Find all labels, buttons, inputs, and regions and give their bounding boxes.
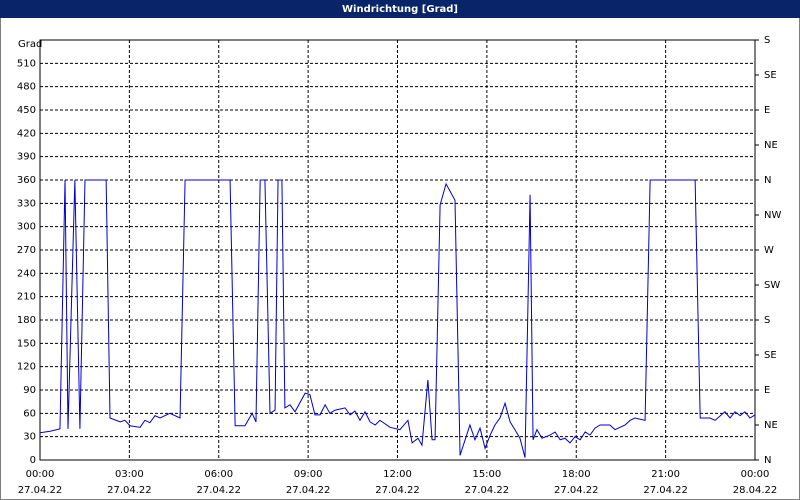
y-tick-label: 420 — [17, 128, 36, 139]
data-line — [39, 179, 756, 458]
y-tick-label: 300 — [17, 222, 36, 233]
x-tick-date: 27.04.22 — [107, 485, 152, 496]
y2-tick-label: S — [764, 35, 770, 46]
chart-title: Windrichtung [Grad] — [342, 4, 458, 15]
y2-tick-label: E — [764, 385, 770, 396]
y2-tick-label: NE — [764, 420, 778, 431]
y-tick-label: 0 — [30, 455, 36, 466]
y-tick-label: 510 — [17, 58, 36, 69]
x-tick-date: 27.04.22 — [554, 485, 599, 496]
y2-tick-label: SE — [764, 70, 777, 81]
y-tick-label: 90 — [23, 385, 36, 396]
y-tick-label: 120 — [17, 362, 36, 373]
y-tick-label: 330 — [17, 198, 36, 209]
y-axis-label: Grad — [18, 39, 42, 50]
y-tick-label: 30 — [23, 432, 36, 443]
x-tick-label: 15:00 — [472, 469, 501, 480]
y2-tick-label: S — [764, 315, 770, 326]
x-tick-date: 27.04.22 — [643, 485, 688, 496]
x-tick-label: 00:00 — [741, 469, 770, 480]
x-tick-date: 27.04.22 — [286, 485, 331, 496]
x-tick-date: 28.04.22 — [733, 485, 778, 496]
x-tick-label: 06:00 — [204, 469, 233, 480]
y2-tick-label: N — [764, 175, 771, 186]
y2-tick-label: W — [764, 245, 774, 256]
x-tick-date: 27.04.22 — [18, 485, 63, 496]
y-tick-label: 390 — [17, 152, 36, 163]
y-tick-label: 270 — [17, 245, 36, 256]
y-tick-label: 480 — [17, 82, 36, 93]
y2-tick-label: NW — [764, 210, 781, 221]
y2-tick-label: SW — [764, 280, 780, 291]
x-tick-date: 27.04.22 — [465, 485, 510, 496]
y-tick-label: 60 — [23, 408, 36, 419]
y2-tick-label: N — [764, 455, 771, 466]
y-tick-label: 450 — [17, 105, 36, 116]
x-tick-label: 12:00 — [383, 469, 412, 480]
y-tick-label: 360 — [17, 175, 36, 186]
y-tick-label: 180 — [17, 315, 36, 326]
x-tick-label: 03:00 — [115, 469, 144, 480]
y-tick-label: 240 — [17, 268, 36, 279]
x-tick-date: 27.04.22 — [196, 485, 241, 496]
y-tick-label: 210 — [17, 292, 36, 303]
x-tick-label: 18:00 — [562, 469, 591, 480]
y2-tick-label: NE — [764, 140, 778, 151]
x-tick-label: 00:00 — [26, 469, 55, 480]
x-tick-label: 21:00 — [651, 469, 680, 480]
title-bar — [0, 0, 800, 18]
y-tick-label: 150 — [17, 338, 36, 349]
x-tick-date: 27.04.22 — [375, 485, 420, 496]
y2-tick-label: SE — [764, 350, 777, 361]
x-tick-label: 09:00 — [294, 469, 323, 480]
y2-tick-label: E — [764, 105, 770, 116]
